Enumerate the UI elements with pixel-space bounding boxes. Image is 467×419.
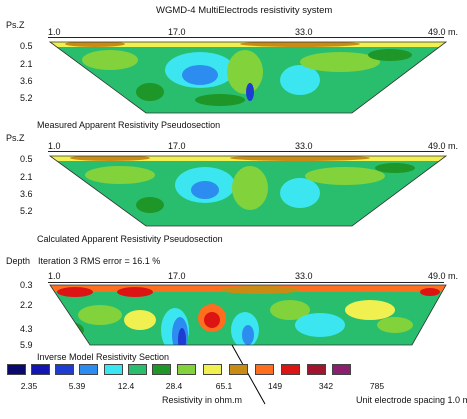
legend-swatch — [128, 364, 147, 375]
legend-swatch — [31, 364, 50, 375]
measured-depth-tick-label: 0.5 — [20, 41, 33, 51]
legend-value-label: 12.4 — [117, 381, 135, 391]
legend-value-label: 65.1 — [215, 381, 233, 391]
calculated-x-tick-label: 49.0 m. — [428, 141, 459, 151]
calculated-x-tick-label: 1.0 — [48, 141, 61, 151]
iteration-rms-text: Iteration 3 RMS error = 16.1 % — [38, 256, 161, 266]
calculated-top-axis — [48, 151, 444, 152]
legend-swatch — [255, 364, 274, 375]
measured-x-tick-label: 17.0 — [168, 27, 186, 37]
calculated-caption: Calculated Apparent Resistivity Pseudose… — [37, 234, 223, 244]
measured-x-tick-label: 33.0 — [295, 27, 313, 37]
measured-depth-tick-label: 5.2 — [20, 93, 33, 103]
calculated-depth-tick-label: 0.5 — [20, 154, 33, 164]
legend-swatch — [229, 364, 248, 375]
inverse-depth-tick-label: 0.3 — [20, 280, 33, 290]
legend-unit-label: Resistivity in ohm.m — [162, 395, 243, 405]
legend-swatch — [281, 364, 300, 375]
measured-top-axis — [48, 37, 444, 38]
inverse-depth-axis-label: Depth — [6, 256, 31, 266]
inverse-top-axis — [48, 282, 444, 283]
legend-value-label: 28.4 — [165, 381, 183, 391]
legend-swatch — [7, 364, 26, 375]
calculated-x-tick-label: 33.0 — [295, 141, 313, 151]
inverse-x-tick-label: 1.0 — [48, 271, 61, 281]
calculated-depth-axis-label: Ps.Z — [6, 133, 25, 143]
calculated-x-tick-label: 17.0 — [168, 141, 186, 151]
inverse-depth-tick-label: 2.2 — [20, 300, 33, 310]
legend-value-label: 342 — [318, 381, 334, 391]
measured-depth-axis-label: Ps.Z — [6, 20, 25, 30]
calculated-depth-tick-label: 3.6 — [20, 189, 33, 199]
legend-swatch — [332, 364, 351, 375]
legend-swatch — [104, 364, 123, 375]
measured-x-tick-label: 49.0 m. — [428, 27, 459, 37]
inverse-x-tick-label: 49.0 m. — [428, 271, 459, 281]
legend-swatch — [55, 364, 74, 375]
inverse-depth-tick-label: 5.9 — [20, 340, 33, 350]
measured-depth-tick-label: 2.1 — [20, 59, 33, 69]
legend-swatch — [152, 364, 171, 375]
measured-caption: Measured Apparent Resistivity Pseudosect… — [37, 120, 221, 130]
measured-x-tick-label: 1.0 — [48, 27, 61, 37]
measured-depth-tick-label: 3.6 — [20, 76, 33, 86]
legend-value-label: 785 — [369, 381, 385, 391]
electrode-spacing-label: Unit electrode spacing 1.0 m. — [356, 395, 467, 405]
legend-swatch — [203, 364, 222, 375]
legend-swatch — [307, 364, 326, 375]
calculated-depth-tick-label: 2.1 — [20, 172, 33, 182]
legend-value-label: 5.39 — [68, 381, 86, 391]
inverse-x-tick-label: 17.0 — [168, 271, 186, 281]
annotation-pointer-line — [231, 344, 266, 405]
inverse-depth-tick-label: 4.3 — [20, 324, 33, 334]
legend-swatch — [79, 364, 98, 375]
calculated-depth-tick-label: 5.2 — [20, 206, 33, 216]
window-title: WGMD-4 MultiElectrods resistivity system — [156, 5, 333, 16]
inverse-x-tick-label: 33.0 — [295, 271, 313, 281]
legend-value-label: 149 — [267, 381, 283, 391]
legend-swatch — [177, 364, 196, 375]
inverse-caption: Inverse Model Resistivity Section — [37, 352, 170, 362]
legend-value-label: 2.35 — [20, 381, 38, 391]
